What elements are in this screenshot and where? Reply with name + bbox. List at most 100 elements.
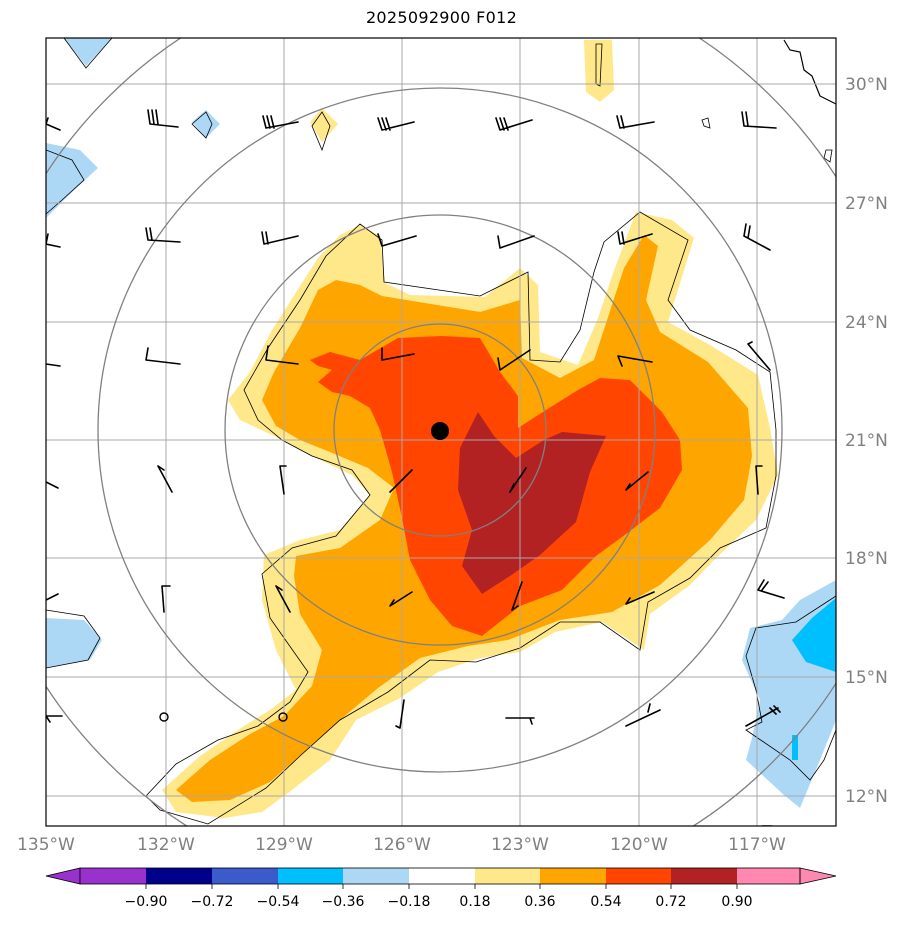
wind-barb — [46, 363, 61, 367]
colorbar-tick-label: 0.54 — [590, 894, 621, 910]
wind-barb — [147, 109, 179, 128]
lon-label: 123°W — [491, 835, 549, 855]
map-area — [46, 38, 836, 826]
anomaly-contour — [46, 609, 101, 669]
anomaly-contour — [745, 595, 836, 781]
lon-label: 117°W — [728, 835, 786, 855]
colorbar-segment — [343, 868, 409, 884]
wind-barb — [743, 223, 771, 251]
wind-barb — [279, 465, 287, 495]
negative-anomaly-region — [192, 110, 220, 138]
storm-center-marker — [431, 422, 449, 440]
strong-negative-anomaly-region — [792, 735, 798, 760]
wind-barb — [509, 467, 527, 493]
wind-barb — [616, 115, 655, 129]
graticule — [46, 38, 836, 826]
wind-barb — [497, 349, 531, 371]
negative-anomaly-region — [46, 618, 102, 668]
calm-wind — [159, 712, 169, 722]
anomaly-contour — [823, 149, 833, 163]
anomaly-contour — [191, 111, 213, 139]
wind-barb — [755, 465, 763, 495]
wind-barb — [495, 117, 533, 131]
wind-barb — [161, 585, 171, 613]
lon-label: 135°W — [17, 835, 75, 855]
positive-anomaly-region — [310, 108, 338, 142]
wind-barbs — [46, 109, 785, 826]
wind-barb — [377, 117, 415, 131]
map-frame — [45, 37, 837, 827]
coastline — [783, 39, 836, 105]
wind-barb — [157, 465, 173, 493]
anomaly-contour — [145, 211, 777, 825]
wind-barb — [511, 581, 523, 611]
colorbar-segment — [737, 868, 800, 884]
wind-barb — [46, 593, 59, 601]
colorbar: −0.90 −0.72 −0.54 −0.36 −0.18 0.18 0.36 … — [45, 867, 837, 910]
very-strong-anomaly-region — [458, 412, 606, 594]
wind-barb — [261, 231, 299, 245]
wind-barb — [497, 235, 535, 249]
longitude-labels: 135°W 132°W 129°W 126°W 123°W 120°W 117°… — [17, 835, 786, 855]
wind-barb — [145, 227, 181, 243]
positive-anomaly-region — [584, 40, 614, 102]
colorbar-tick-label: −0.90 — [125, 894, 168, 910]
anomaly-contour — [701, 117, 711, 129]
map-title: 2025092900 F012 — [365, 8, 518, 27]
anomaly-contour — [595, 43, 603, 87]
wind-barb — [395, 699, 405, 729]
colorbar-segment — [475, 868, 540, 884]
anomaly-contour — [63, 38, 113, 69]
colorbar-tick-label: 0.90 — [721, 894, 752, 910]
colorbar-high-extend — [799, 867, 837, 885]
lon-label: 129°W — [255, 835, 313, 855]
wind-barb — [625, 591, 655, 605]
wind-barb — [377, 233, 417, 247]
colorbar-segment — [278, 868, 343, 884]
wind-barb — [381, 347, 415, 361]
wind-barb — [262, 115, 299, 129]
latitude-labels: 30°N 27°N 24°N 21°N 18°N 15°N 12°N — [845, 75, 888, 807]
colorbar-tick-label: −0.18 — [388, 894, 431, 910]
lat-label: 12°N — [845, 787, 888, 807]
wind-barb — [389, 469, 413, 493]
lat-label: 18°N — [845, 549, 888, 569]
range-rings — [46, 38, 836, 826]
lon-label: 132°W — [137, 835, 195, 855]
wind-barb — [625, 703, 661, 727]
calm-wind — [278, 712, 288, 722]
colorbar-segment — [212, 868, 278, 884]
anomaly-contour — [311, 111, 331, 152]
lat-label: 21°N — [845, 431, 888, 451]
lat-label: 30°N — [845, 75, 888, 95]
colorbar-tick-label: 0.18 — [459, 894, 490, 910]
negative-anomaly-region — [46, 143, 98, 218]
colorbar-frame — [79, 867, 801, 885]
strong-negative-anomaly-region — [792, 598, 836, 672]
colorbar-segment — [80, 868, 146, 884]
wind-barb — [389, 591, 413, 607]
colorbar-tick-label: −0.36 — [322, 894, 365, 910]
anomaly-contour — [46, 149, 85, 215]
colorbar-segment — [671, 868, 737, 884]
colorbar-segment — [146, 868, 212, 884]
wind-barb — [145, 347, 181, 365]
lat-label: 24°N — [845, 313, 888, 333]
colorbar-segment — [409, 868, 475, 884]
wind-barb — [265, 345, 299, 365]
colorbar-low-extend — [45, 867, 81, 885]
lon-label: 126°W — [373, 835, 431, 855]
colorbar-segment — [540, 868, 606, 884]
wind-barb — [617, 355, 653, 367]
lat-label: 15°N — [845, 668, 888, 688]
colorbar-tick-label: 0.72 — [655, 894, 686, 910]
wind-barb — [46, 117, 61, 131]
negative-anomaly-region — [64, 38, 112, 66]
wind-barb — [747, 341, 771, 371]
lon-label: 120°W — [610, 835, 668, 855]
wind-barb — [46, 715, 63, 723]
wind-barb — [625, 471, 649, 491]
colorbar-segment — [606, 868, 671, 884]
wind-barb — [275, 585, 291, 613]
